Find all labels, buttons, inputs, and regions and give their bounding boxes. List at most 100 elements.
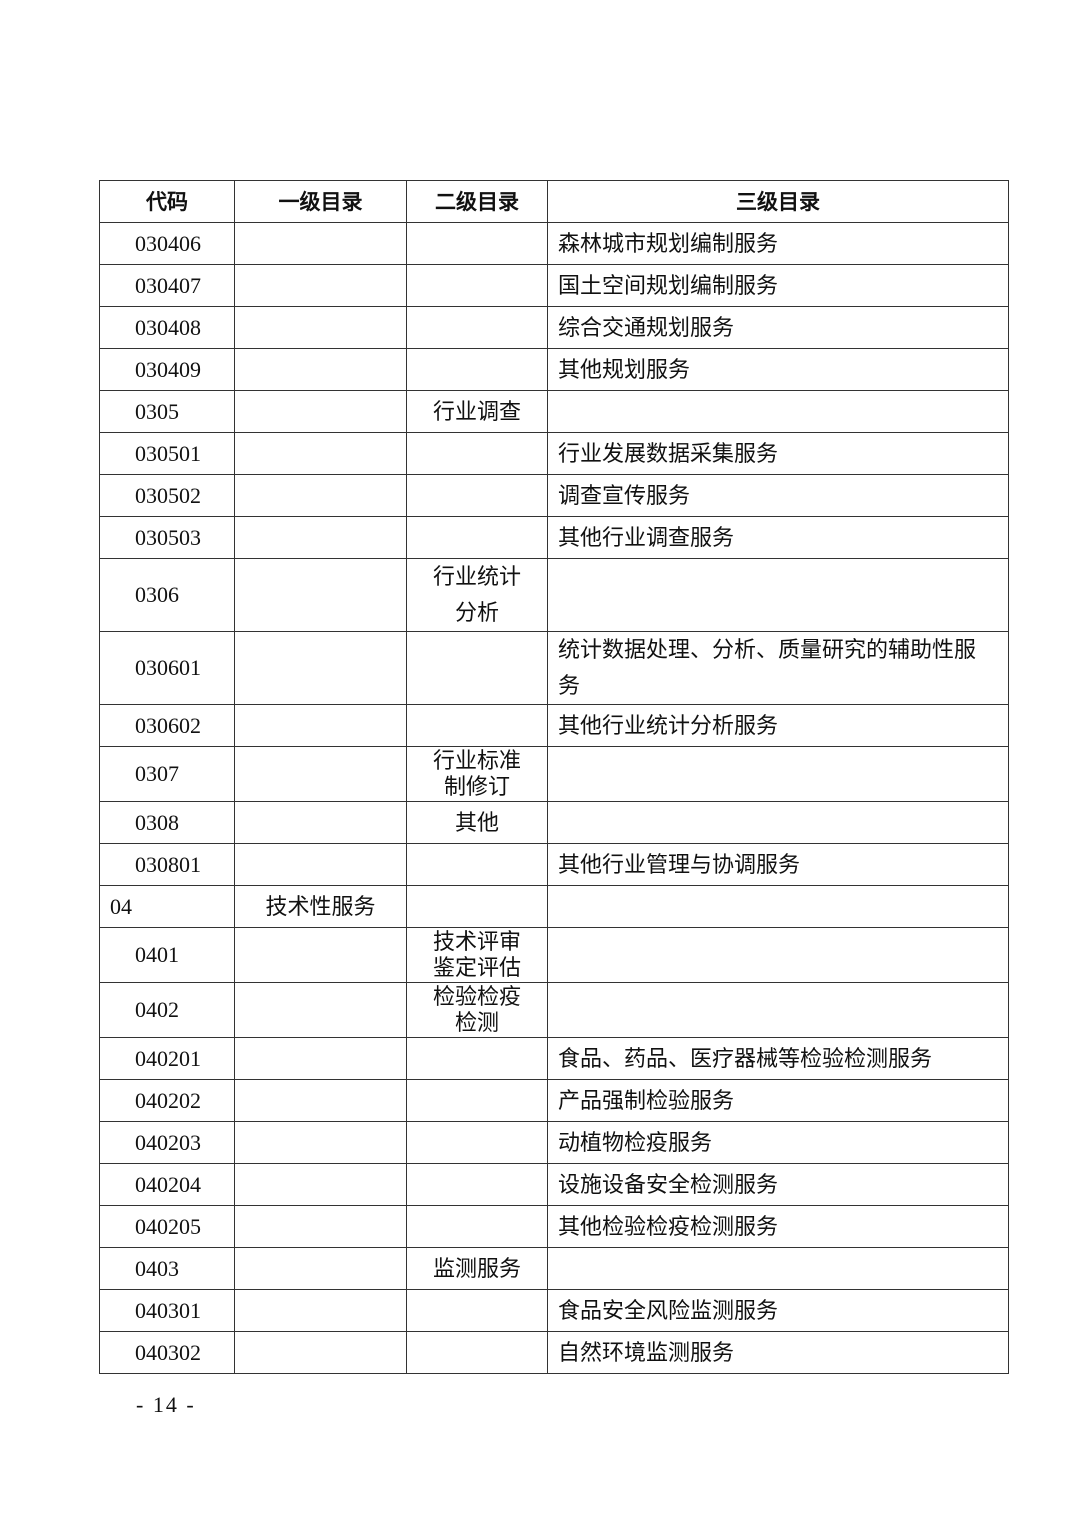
level3-cell: 行业发展数据采集服务	[547, 432, 1009, 475]
level1-cell	[234, 1289, 407, 1332]
table-row: 030501 行业发展数据采集服务	[99, 432, 1009, 475]
level3-cell: 其他行业管理与协调服务	[547, 843, 1009, 886]
level3-cell	[547, 746, 1009, 802]
level1-cell	[234, 1121, 407, 1164]
catalog-table: 代码 一级目录 二级目录 三级目录 030406 森林城市规划编制服务 030407…	[99, 180, 1009, 1374]
level2-cell	[406, 306, 548, 349]
code-cell: 040205	[99, 1205, 235, 1248]
level2-text: 技术评审鉴定评估	[432, 929, 521, 980]
level3-cell	[547, 1247, 1009, 1290]
level3-cell	[547, 558, 1009, 632]
level2-cell: 行业标准制修订	[406, 746, 548, 802]
level2-cell	[406, 1289, 548, 1332]
level2-text: 其他	[454, 809, 499, 835]
table-row: 030801 其他行业管理与协调服务	[99, 843, 1009, 886]
level1-cell	[234, 1163, 407, 1206]
level2-text: 行业统计分析	[432, 564, 521, 625]
level1-cell	[234, 306, 407, 349]
header-code: 代码	[99, 180, 235, 223]
level1-cell	[234, 432, 407, 475]
level2-cell	[406, 1079, 548, 1122]
code-cell: 0307	[99, 746, 235, 802]
level1-cell	[234, 843, 407, 886]
table-row: 0308 其他	[99, 801, 1009, 844]
table-row: 0403 监测服务	[99, 1247, 1009, 1290]
code-cell: 030408	[99, 306, 235, 349]
table-row: 030409 其他规划服务	[99, 348, 1009, 391]
code-cell: 04	[99, 885, 235, 928]
table-row: 030602 其他行业统计分析服务	[99, 704, 1009, 747]
level1-cell: 技术性服务	[234, 885, 407, 928]
level1-cell	[234, 927, 407, 983]
table-row: 030503 其他行业调查服务	[99, 516, 1009, 559]
level3-cell: 其他行业统计分析服务	[547, 704, 1009, 747]
table-row: 040203 动植物检疫服务	[99, 1121, 1009, 1164]
level1-cell	[234, 474, 407, 517]
code-cell: 030501	[99, 432, 235, 475]
table-row: 040204 设施设备安全检测服务	[99, 1163, 1009, 1206]
code-cell: 030502	[99, 474, 235, 517]
level1-cell	[234, 390, 407, 433]
level3-cell: 食品安全风险监测服务	[547, 1289, 1009, 1332]
header-level3: 三级目录	[547, 180, 1009, 223]
level1-cell	[234, 1247, 407, 1290]
code-cell: 040204	[99, 1163, 235, 1206]
level1-cell	[234, 264, 407, 307]
code-cell: 040302	[99, 1331, 235, 1374]
level3-cell	[547, 927, 1009, 983]
table-row: 030408 综合交通规划服务	[99, 306, 1009, 349]
level3-cell	[547, 982, 1009, 1038]
level2-cell	[406, 843, 548, 886]
level2-cell: 其他	[406, 801, 548, 844]
level2-cell: 行业调查	[406, 390, 548, 433]
table-row: 040205 其他检验检疫检测服务	[99, 1205, 1009, 1248]
code-cell: 0401	[99, 927, 235, 983]
table-row: 030601 统计数据处理、分析、质量研究的辅助性服务	[99, 631, 1009, 705]
level2-text: 监测服务	[432, 1255, 521, 1281]
code-cell: 040203	[99, 1121, 235, 1164]
level1-cell	[234, 1037, 407, 1080]
level3-cell: 食品、药品、医疗器械等检验检测服务	[547, 1037, 1009, 1080]
level2-text: 检验检疫检测	[432, 984, 521, 1035]
code-cell: 040202	[99, 1079, 235, 1122]
level3-cell: 其他规划服务	[547, 348, 1009, 391]
level2-cell	[406, 1331, 548, 1374]
level2-cell	[406, 885, 548, 928]
level2-cell	[406, 474, 548, 517]
level2-cell	[406, 432, 548, 475]
level1-cell	[234, 348, 407, 391]
level3-cell: 自然环境监测服务	[547, 1331, 1009, 1374]
table-row: 030502 调查宣传服务	[99, 474, 1009, 517]
level2-cell	[406, 1205, 548, 1248]
level2-cell	[406, 631, 548, 705]
table-row: 030407 国土空间规划编制服务	[99, 264, 1009, 307]
level2-cell	[406, 1037, 548, 1080]
level1-cell	[234, 982, 407, 1038]
code-cell: 030503	[99, 516, 235, 559]
level1-cell	[234, 516, 407, 559]
level1-cell	[234, 1079, 407, 1122]
code-cell: 030407	[99, 264, 235, 307]
table-row: 030406 森林城市规划编制服务	[99, 222, 1009, 265]
table-row: 040302 自然环境监测服务	[99, 1331, 1009, 1374]
level3-cell: 调查宣传服务	[547, 474, 1009, 517]
table-row: 0401 技术评审鉴定评估	[99, 927, 1009, 983]
level3-cell: 统计数据处理、分析、质量研究的辅助性服务	[547, 631, 1009, 705]
code-cell: 040201	[99, 1037, 235, 1080]
level3-cell	[547, 885, 1009, 928]
code-cell: 0403	[99, 1247, 235, 1290]
level2-cell	[406, 516, 548, 559]
level3-cell: 设施设备安全检测服务	[547, 1163, 1009, 1206]
level1-cell	[234, 1331, 407, 1374]
level1-cell	[234, 631, 407, 705]
level3-cell: 产品强制检验服务	[547, 1079, 1009, 1122]
code-cell: 0306	[99, 558, 235, 632]
level1-cell	[234, 746, 407, 802]
level1-cell	[234, 558, 407, 632]
level2-cell	[406, 1121, 548, 1164]
level2-cell	[406, 348, 548, 391]
table-row: 04 技术性服务	[99, 885, 1009, 928]
table-row: 040301 食品安全风险监测服务	[99, 1289, 1009, 1332]
level3-cell: 综合交通规划服务	[547, 306, 1009, 349]
header-level2: 二级目录	[406, 180, 548, 223]
